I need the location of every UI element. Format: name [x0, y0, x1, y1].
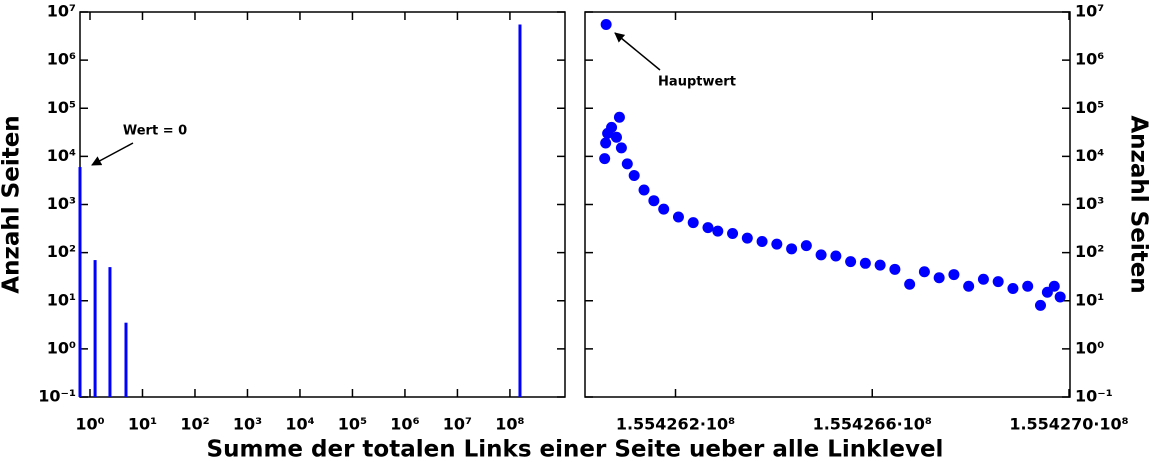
bar — [78, 167, 82, 397]
point — [992, 276, 1004, 288]
point — [830, 250, 842, 262]
x-tick-label: 10² — [180, 415, 209, 434]
y-tick-label: 10⁻¹ — [1075, 387, 1113, 406]
point — [889, 263, 901, 275]
x-tick-label: 1.554270·10⁸ — [1009, 415, 1128, 434]
point — [786, 243, 798, 255]
point — [756, 236, 768, 248]
y-tick-label: 10⁶ — [47, 50, 76, 69]
x-tick-label: 1.554262·10⁸ — [616, 415, 735, 434]
point — [874, 259, 886, 271]
point — [741, 232, 753, 244]
x-tick-label: 10¹ — [128, 415, 157, 434]
point — [610, 131, 622, 143]
y-tick-label: 10⁷ — [47, 2, 76, 21]
point — [621, 158, 633, 170]
point — [600, 137, 612, 149]
point — [615, 142, 627, 154]
point — [1007, 282, 1019, 294]
point — [1048, 280, 1060, 292]
x-tick-label: 10⁸ — [495, 415, 524, 434]
bar — [518, 24, 522, 397]
point — [712, 225, 724, 237]
y-tick-label: 10⁵ — [1075, 98, 1104, 117]
point — [918, 266, 930, 278]
x-tick-label: 10⁵ — [338, 415, 367, 434]
y-tick-label: 10⁵ — [47, 98, 76, 117]
y-tick-label: 10⁶ — [1075, 50, 1104, 69]
x-tick-label: 10⁶ — [390, 415, 419, 434]
point — [963, 280, 975, 292]
point — [600, 18, 612, 30]
y-tick-label: 10⁴ — [47, 146, 76, 165]
y-axis-label: Anzahl Seiten — [0, 115, 25, 293]
y-tick-label: 10² — [1075, 242, 1104, 261]
point — [800, 240, 812, 252]
point — [859, 257, 871, 269]
point — [948, 269, 960, 281]
point — [771, 238, 783, 250]
point — [658, 203, 670, 215]
annotation: Hauptwert — [658, 75, 736, 90]
annotation: Wert = 0 — [123, 124, 187, 139]
x-tick-label: 10⁰ — [75, 415, 104, 434]
point — [628, 170, 640, 182]
bar — [108, 267, 112, 397]
point — [845, 256, 857, 268]
point — [1054, 291, 1066, 303]
y-tick-label: 10⁰ — [1075, 338, 1104, 357]
point — [606, 121, 618, 133]
point — [599, 153, 611, 165]
y-tick-label: 10⁷ — [1075, 2, 1104, 21]
y-tick-label: 10¹ — [47, 290, 76, 309]
point — [1034, 299, 1046, 311]
point — [613, 111, 625, 123]
point — [727, 227, 739, 239]
point — [638, 184, 650, 196]
x-tick-label: 10⁴ — [285, 415, 314, 434]
point — [687, 217, 699, 229]
x-axis-label: Summe der totalen Links einer Seite uebe… — [207, 437, 944, 462]
point — [672, 211, 684, 223]
point — [977, 273, 989, 285]
bar — [93, 260, 97, 397]
y-tick-label: 10⁰ — [47, 338, 76, 357]
y-tick-label: 10² — [47, 242, 76, 261]
point — [648, 195, 660, 207]
y-tick-label: 10³ — [1075, 194, 1104, 213]
point — [933, 272, 945, 284]
y-tick-label: 10¹ — [1075, 290, 1104, 309]
point — [904, 278, 916, 290]
y-tick-label: 10⁻¹ — [38, 387, 76, 406]
annotation-arrow — [614, 32, 661, 71]
point — [1022, 280, 1034, 292]
point — [702, 222, 714, 234]
plot-frame — [79, 11, 566, 398]
y-tick-label: 10³ — [47, 194, 76, 213]
y-tick-label: 10⁴ — [1075, 146, 1104, 165]
bar — [124, 322, 128, 397]
annotation-arrow — [91, 142, 134, 166]
x-tick-label: 1.554266·10⁸ — [813, 415, 932, 434]
point — [815, 249, 827, 261]
x-tick-label: 10³ — [233, 415, 262, 434]
y-axis-label: Anzahl Seiten — [1126, 115, 1151, 293]
x-tick-label: 10⁷ — [443, 415, 472, 434]
